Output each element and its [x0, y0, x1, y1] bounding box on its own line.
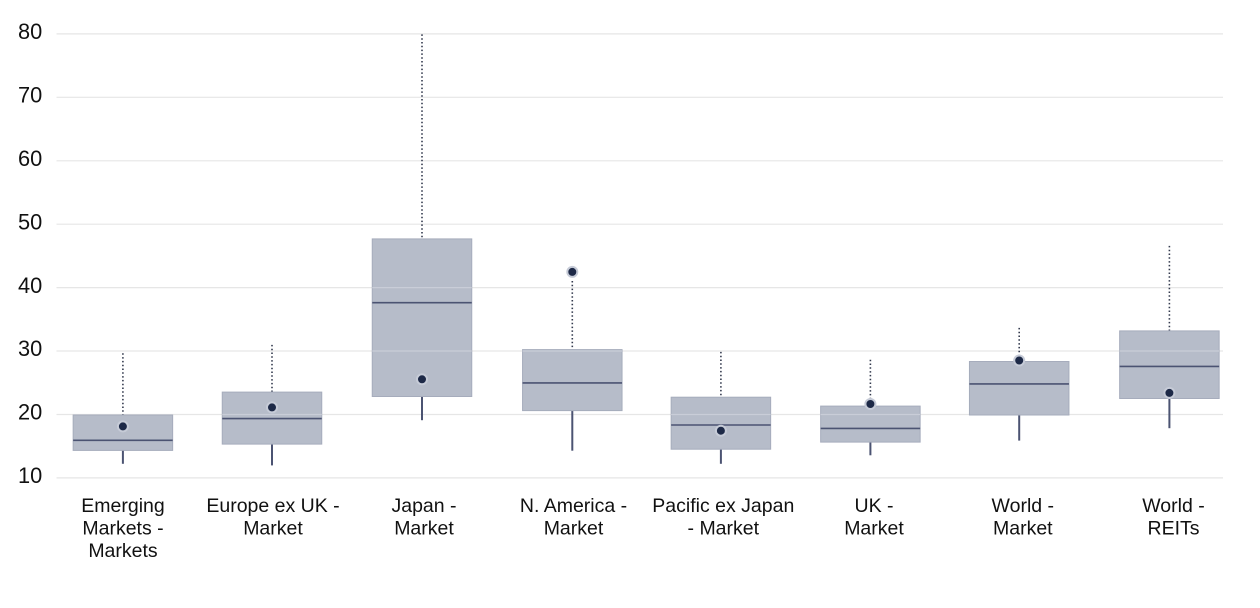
svg-text:80: 80 — [18, 19, 42, 44]
svg-text:70: 70 — [18, 83, 42, 108]
svg-text:World -: World - — [992, 495, 1054, 517]
svg-text:Market: Market — [243, 517, 303, 539]
svg-text:Market: Market — [993, 517, 1053, 539]
svg-text:Market: Market — [394, 517, 454, 539]
svg-text:Emerging: Emerging — [81, 495, 164, 517]
svg-text:World -: World - — [1142, 495, 1204, 517]
svg-text:REITs: REITs — [1147, 517, 1199, 539]
svg-text:Market: Market — [844, 517, 904, 539]
svg-text:Japan -: Japan - — [391, 495, 456, 517]
svg-text:Market: Market — [544, 517, 604, 539]
svg-text:N. America -: N. America - — [520, 495, 627, 517]
svg-text:- Market: - Market — [688, 517, 760, 539]
svg-text:30: 30 — [18, 336, 42, 361]
svg-text:Markets -: Markets - — [82, 517, 163, 539]
svg-text:UK -: UK - — [855, 495, 894, 517]
svg-text:40: 40 — [18, 273, 42, 298]
svg-text:60: 60 — [18, 146, 42, 171]
svg-text:50: 50 — [18, 209, 42, 234]
svg-text:20: 20 — [18, 400, 42, 425]
svg-text:Pacific ex Japan: Pacific ex Japan — [652, 495, 794, 517]
svg-text:Europe ex UK -: Europe ex UK - — [206, 495, 339, 517]
svg-text:10: 10 — [18, 463, 42, 488]
svg-text:Markets: Markets — [88, 540, 158, 562]
